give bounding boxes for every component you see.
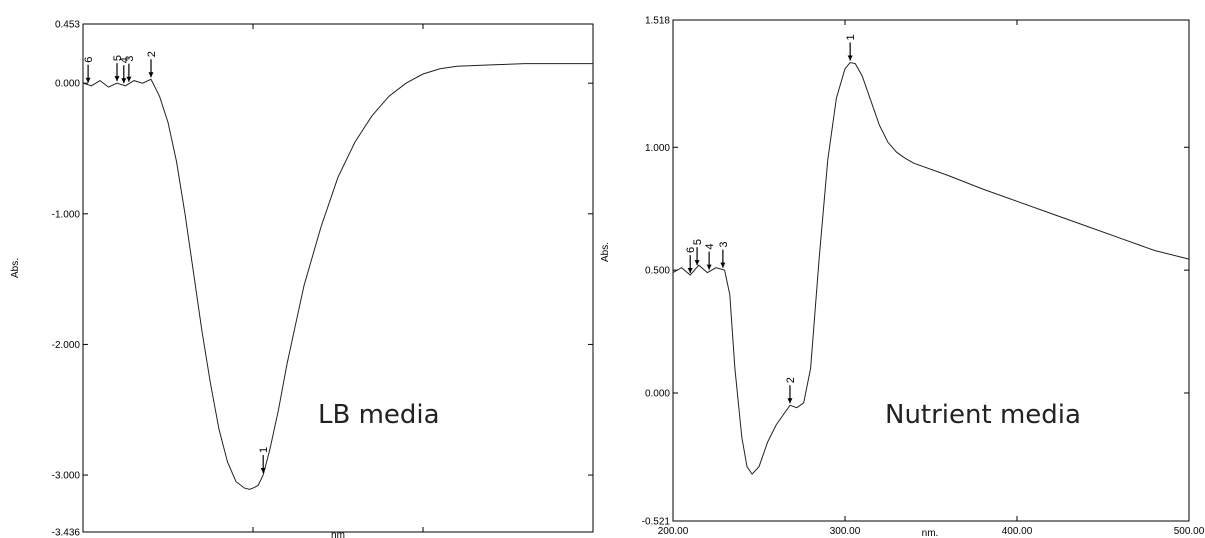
peak-arrowhead: [114, 76, 120, 82]
series-line: [82, 63, 593, 490]
peak-label: 4: [704, 243, 716, 249]
y-tick-label: 0.000: [55, 79, 80, 90]
x-tick-label: 500.00: [1174, 526, 1205, 537]
y-tick-label: -1.000: [52, 209, 81, 220]
peak-label: 5: [692, 239, 704, 245]
peak-label: 2: [785, 377, 797, 383]
y-tick-label: -0.521: [642, 517, 671, 528]
peak-label: 1: [845, 34, 857, 40]
annotation-lb-media: LB media: [318, 400, 440, 430]
peak-arrowhead: [85, 77, 91, 83]
plot-frame: [82, 23, 594, 533]
y-tick-label: -3.436: [52, 528, 81, 538]
x-axis-label: nm: [331, 530, 345, 538]
plot-frame: [672, 19, 1190, 522]
y-tick-label: -2.000: [52, 340, 81, 351]
y-tick-label: 1.000: [645, 143, 670, 154]
y-axis-label: Abs.: [10, 258, 21, 278]
lb-media-chart: Abs. nm LB media 200.00300.00400.00500. …: [10, 20, 603, 538]
peak-arrowhead: [706, 264, 712, 270]
nutrient-media-chart: Abs. nm. Nutrient media 200.00 300.00 400.…: [600, 16, 1205, 538]
y-tick-label: 0.000: [645, 388, 670, 399]
x-axis-label: nm.: [922, 528, 939, 538]
peak-arrowhead: [260, 468, 266, 474]
peak-arrowhead: [720, 262, 726, 268]
peak-label: 6: [685, 247, 697, 253]
x-ticks: 200.00 300.00 400.00 500.00: [658, 20, 1205, 537]
peak-arrowhead: [126, 76, 132, 82]
x-tick-label: 400.00: [1002, 526, 1033, 537]
peak-arrowhead: [687, 268, 693, 274]
peak-markers: 1 2 345 6: [685, 34, 857, 404]
peak-label: 6: [83, 57, 95, 63]
peak-label: 3: [718, 242, 730, 248]
y-tick-label: 1.518: [645, 16, 670, 27]
peak-label: 2: [146, 51, 158, 57]
y-tick-label: 0.453: [55, 20, 80, 31]
y-tick-label: -3.000: [52, 471, 81, 482]
y-ticks: 0.453 0.000 -1.000 -2.000 -3.000 -3.436: [52, 20, 593, 538]
peak-label: 1: [258, 447, 270, 453]
y-tick-label: 0.500: [645, 266, 670, 277]
y-axis-label: Abs.: [600, 242, 611, 262]
peak-arrowhead: [847, 55, 853, 61]
series-line: [672, 61, 1190, 475]
peak-arrowhead: [787, 398, 793, 404]
peak-arrowhead: [121, 78, 127, 84]
y-ticks: 1.518 1.000 0.500 0.000 -0.521: [642, 16, 1189, 528]
peak-arrowhead: [694, 260, 700, 266]
peak-label: 5: [112, 55, 124, 61]
x-tick-label: 200.00: [658, 526, 689, 537]
peak-label: 3: [124, 56, 136, 62]
peak-label: 4: [119, 57, 131, 63]
peak-arrowhead: [148, 72, 154, 78]
x-tick-label: 300.00: [830, 526, 861, 537]
peak-markers: 1 2 345 6: [83, 51, 270, 474]
annotation-nutrient-media: Nutrient media: [885, 400, 1081, 430]
